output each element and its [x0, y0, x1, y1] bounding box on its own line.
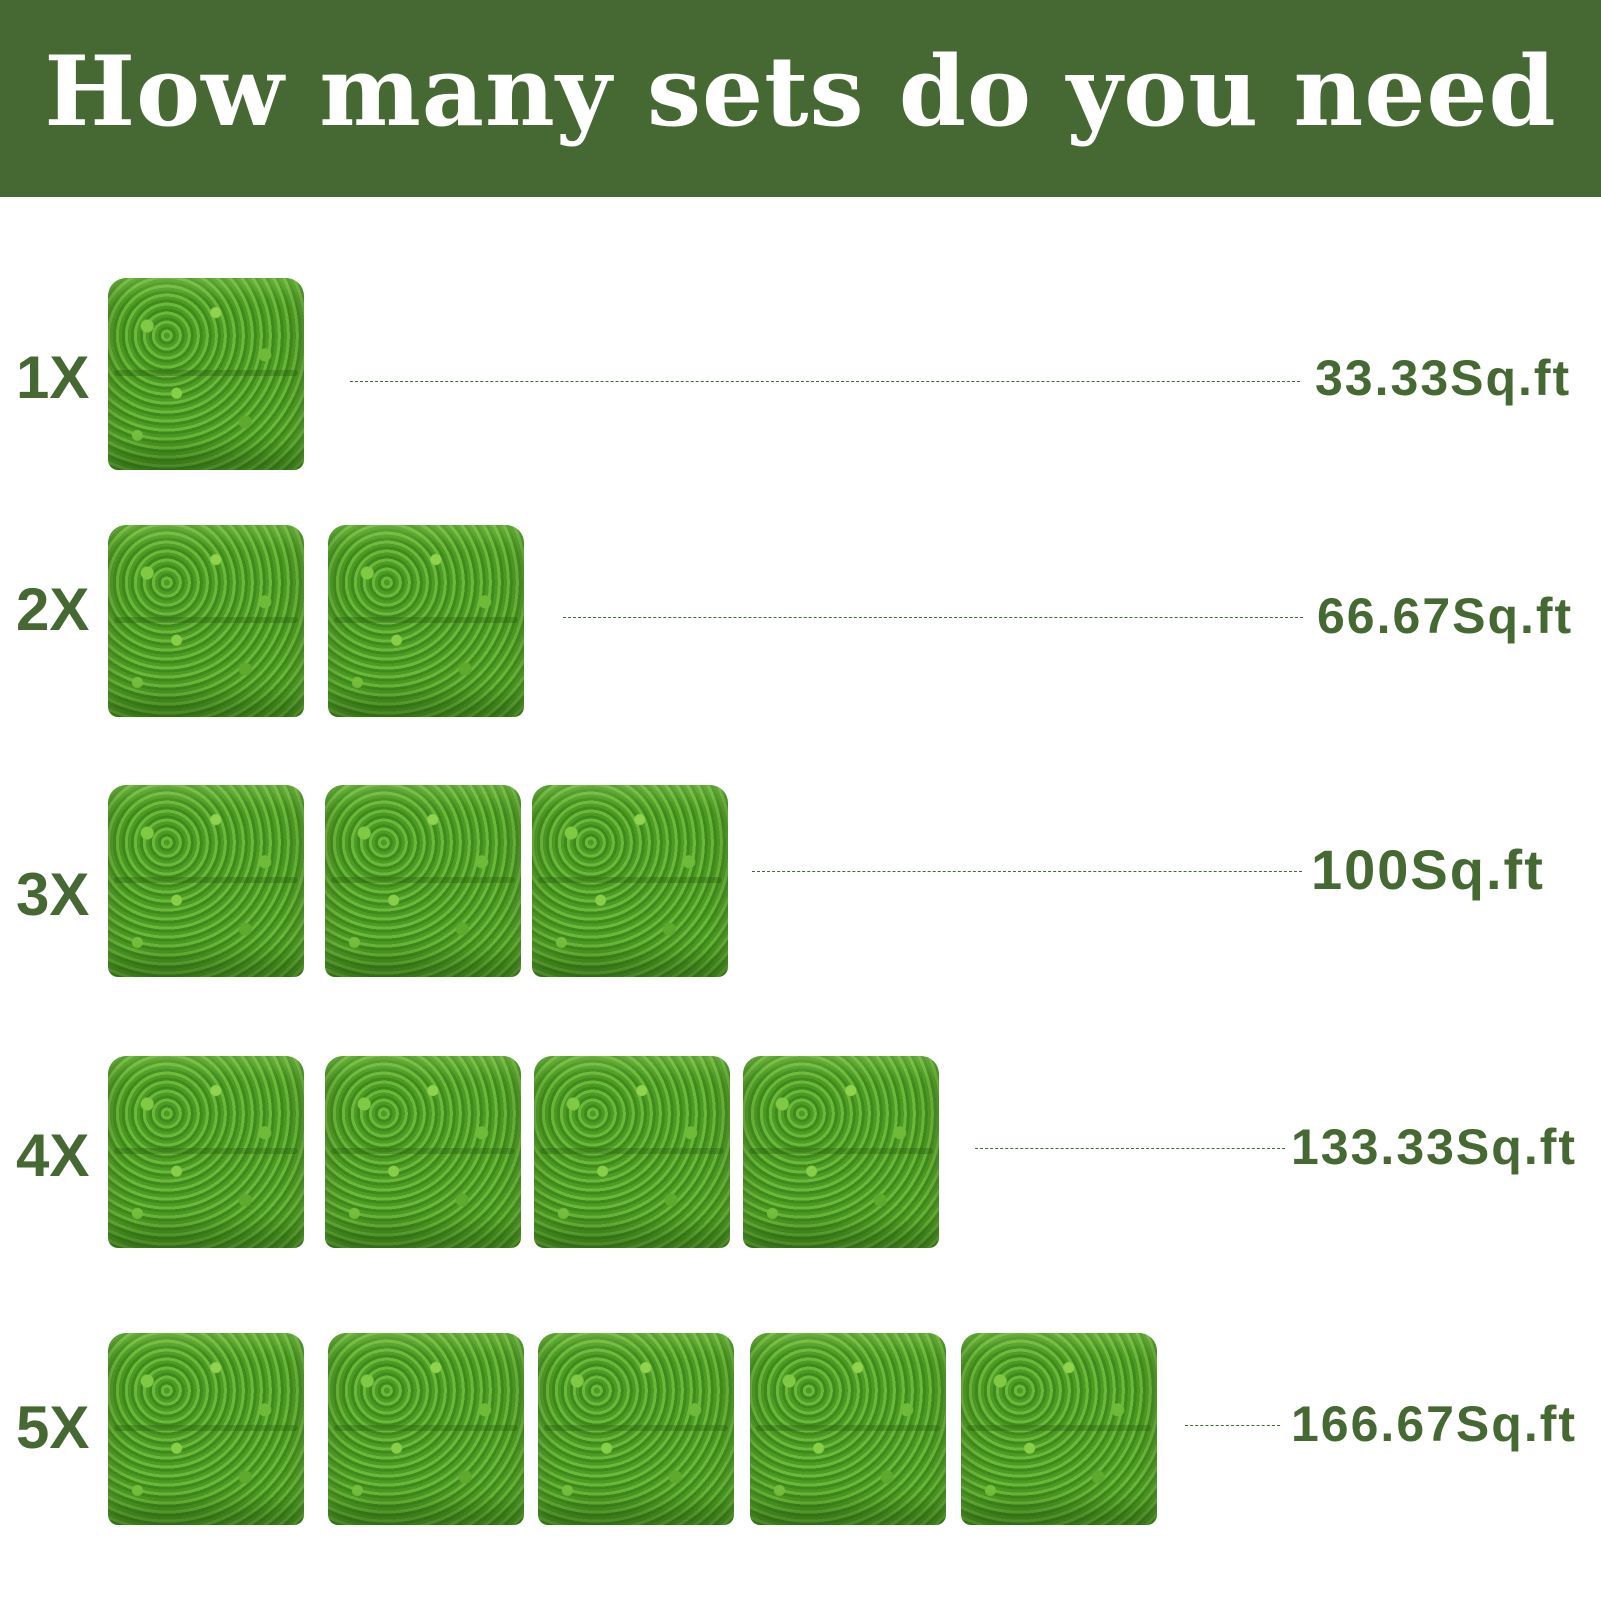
- hedge-panel-image: [328, 1333, 524, 1525]
- hedge-panel-image: [743, 1056, 939, 1248]
- hedge-panel-image: [328, 525, 524, 717]
- dotted-leader-line: [563, 617, 1303, 618]
- hedge-panel-image: [108, 1333, 304, 1525]
- hedge-panel-image: [108, 1056, 304, 1248]
- area-label: 66.67Sq.ft: [1317, 588, 1574, 644]
- hedge-panel-image: [108, 525, 304, 717]
- quantity-label: 2X: [16, 576, 90, 643]
- hedge-panel-image: [108, 278, 304, 470]
- hedge-panel-image: [108, 785, 304, 977]
- quantity-label: 1X: [16, 344, 90, 411]
- dotted-leader-line: [350, 381, 1300, 382]
- dotted-leader-line: [752, 871, 1302, 872]
- row-5x: 5X 166.67Sq.ft: [0, 1333, 1601, 1533]
- area-label: 33.33Sq.ft: [1315, 350, 1572, 406]
- row-1x: 1X 33.33Sq.ft: [0, 278, 1601, 478]
- row-4x: 4X 133.33Sq.ft: [0, 1056, 1601, 1256]
- hedge-panel-image: [534, 1056, 730, 1248]
- hedge-panel-image: [961, 1333, 1157, 1525]
- header-banner: How many sets do you need: [0, 0, 1601, 197]
- dotted-leader-line: [1185, 1425, 1280, 1426]
- quantity-label: 3X: [16, 861, 90, 928]
- hedge-panel-image: [538, 1333, 734, 1525]
- row-3x: 3X 100Sq.ft: [0, 785, 1601, 985]
- hedge-panel-image: [325, 1056, 521, 1248]
- hedge-panel-image: [325, 785, 521, 977]
- hedge-panel-image: [532, 785, 728, 977]
- quantity-label: 4X: [16, 1122, 90, 1189]
- area-label: 100Sq.ft: [1311, 838, 1545, 901]
- row-2x: 2X 66.67Sq.ft: [0, 525, 1601, 725]
- dotted-leader-line: [975, 1148, 1285, 1149]
- quantity-label: 5X: [16, 1394, 90, 1461]
- area-label: 166.67Sq.ft: [1291, 1396, 1578, 1452]
- area-label: 133.33Sq.ft: [1291, 1119, 1578, 1175]
- hedge-panel-image: [750, 1333, 946, 1525]
- page-title: How many sets do you need: [44, 35, 1557, 148]
